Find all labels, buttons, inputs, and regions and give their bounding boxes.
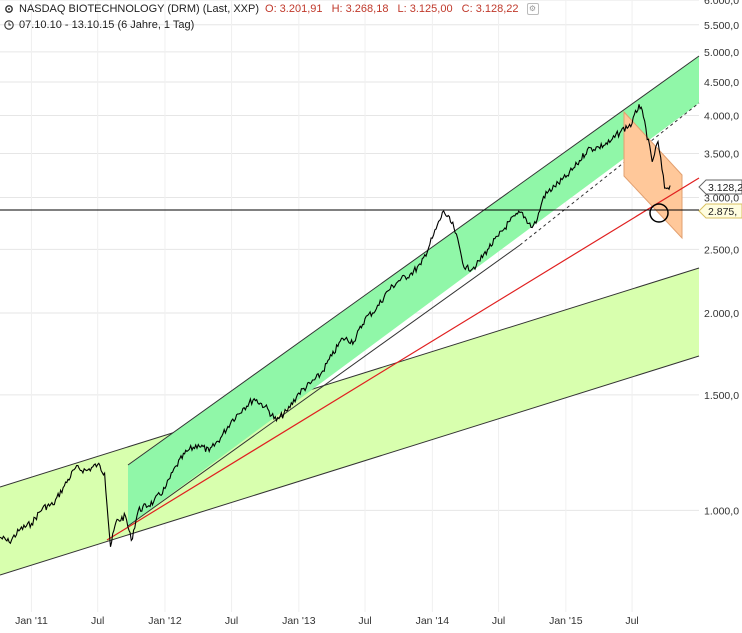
y-tick-label: 2.000,0 <box>704 308 739 320</box>
y-tick-label: 6.000,0 <box>704 0 739 7</box>
x-tick-label: Jul <box>91 615 104 627</box>
y-tick-label: 2.500,0 <box>704 244 739 256</box>
gear-icon[interactable] <box>4 4 14 14</box>
last-price-tag-label: 3.128,2 <box>708 182 742 194</box>
inner-channel-upper-line <box>127 55 700 466</box>
price-series-line <box>0 104 671 547</box>
y-axis: 1.000,0 1.500,0 2.000,0 2.500,0 3.000,0 3.500… <box>704 0 739 517</box>
x-axis: Jan '11 Jul Jan '12 Jul Jan '13 Jul Jan '14 Jul… <box>15 615 639 627</box>
inner-channel-band <box>128 56 699 526</box>
inner-channel-dashed-line <box>519 102 700 246</box>
chart-range-row: 07.10.10 - 13.10.15 (6 Jahre, 1 Tag) <box>4 19 194 31</box>
x-tick-label: Jul <box>492 615 505 627</box>
x-tick-label: Jan '12 <box>148 615 182 627</box>
x-tick-label: Jan '14 <box>416 615 450 627</box>
outer-channel-upper-line <box>0 267 700 488</box>
correction-channel <box>623 110 683 240</box>
x-tick-label: Jul <box>358 615 371 627</box>
ohlc-values: O: 3.201,91 H: 3.268,18 L: 3.125,00 C: 3… <box>265 3 525 15</box>
support-tag-label: 2.875, <box>708 206 737 218</box>
low-value: L: 3.125,00 <box>397 3 453 15</box>
clock-icon <box>4 20 14 30</box>
support-tag: 2.875, <box>698 203 742 219</box>
y-tick-label: 1.000,0 <box>704 505 739 517</box>
y-tick-label: 4.000,0 <box>704 111 739 123</box>
outer-channel-lower-line <box>0 355 700 576</box>
y-tick-label: 5.500,0 <box>704 20 739 32</box>
settings-icon[interactable]: ⚙ <box>526 3 539 15</box>
x-tick-label: Jan '13 <box>282 615 316 627</box>
inner-channel-lower-line <box>127 244 521 527</box>
y-tick-label: 5.000,0 <box>704 47 739 59</box>
x-tick-label: Jul <box>625 615 638 627</box>
red-trendline <box>106 177 700 541</box>
y-tick-label: 1.500,0 <box>704 390 739 402</box>
high-value: H: 3.268,18 <box>331 3 389 15</box>
x-tick-label: Jul <box>225 615 238 627</box>
x-tick-label: Jan '15 <box>549 615 583 627</box>
chart-title-row: NASDAQ BIOTECHNOLOGY (DRM) (Last, XXP) O… <box>4 3 539 15</box>
y-tick-label: 3.500,0 <box>704 149 739 161</box>
x-tick-label: Jan '11 <box>15 615 48 627</box>
y-tick-label: 3.000,0 <box>704 192 739 204</box>
y-tick-label: 4.500,0 <box>704 77 739 89</box>
open-value: O: 3.201,91 <box>265 3 323 15</box>
date-range: 07.10.10 - 13.10.15 (6 Jahre, 1 Tag) <box>19 19 195 31</box>
last-price-tag: 3.128,2 <box>698 179 742 195</box>
instrument-title: NASDAQ BIOTECHNOLOGY (DRM) (Last, XXP) <box>19 3 260 15</box>
intersection-marker[interactable] <box>649 203 669 223</box>
close-value: C: 3.128,22 <box>461 3 519 15</box>
